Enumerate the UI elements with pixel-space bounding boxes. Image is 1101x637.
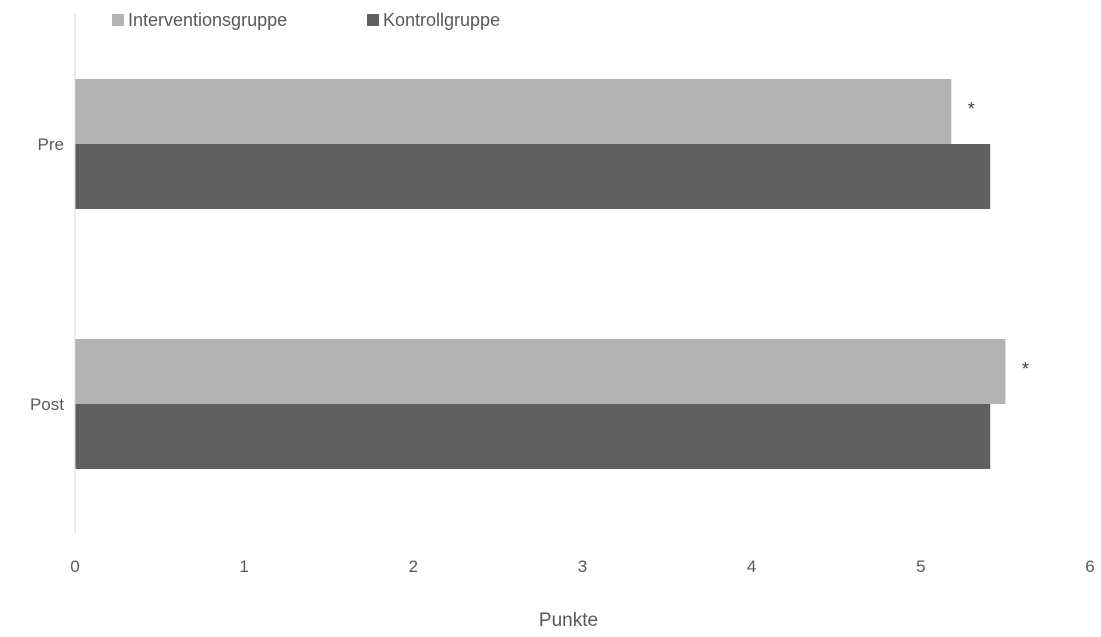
x-axis-ticks: 0 1 2 3 4 5 6 (70, 557, 1094, 576)
x-tick-label: 5 (916, 557, 925, 576)
bar-post-interventionsgruppe (75, 339, 1006, 404)
x-tick-label: 2 (409, 557, 418, 576)
x-tick-label: 0 (70, 557, 79, 576)
x-axis-title: Punkte (539, 610, 598, 631)
legend-label-kontrollgruppe: Kontrollgruppe (383, 10, 500, 30)
bars (75, 79, 1006, 469)
annotation-pre: * (968, 99, 975, 119)
category-label-pre: Pre (38, 135, 64, 154)
x-tick-label: 1 (239, 557, 248, 576)
bar-pre-interventionsgruppe (75, 79, 952, 144)
bar-pre-kontrollgruppe (75, 144, 991, 209)
legend: Interventionsgruppe Kontrollgruppe (112, 10, 500, 30)
annotation-post: * (1022, 359, 1029, 379)
category-labels: Pre Post (30, 135, 64, 414)
legend-label-interventionsgruppe: Interventionsgruppe (128, 10, 287, 30)
x-tick-label: 6 (1085, 557, 1094, 576)
category-label-post: Post (30, 395, 64, 414)
legend-swatch-interventionsgruppe (112, 14, 124, 26)
x-tick-label: 4 (747, 557, 756, 576)
bar-post-kontrollgruppe (75, 404, 991, 469)
annotations: ** (968, 99, 1029, 379)
x-tick-label: 3 (578, 557, 587, 576)
legend-swatch-kontrollgruppe (367, 14, 379, 26)
